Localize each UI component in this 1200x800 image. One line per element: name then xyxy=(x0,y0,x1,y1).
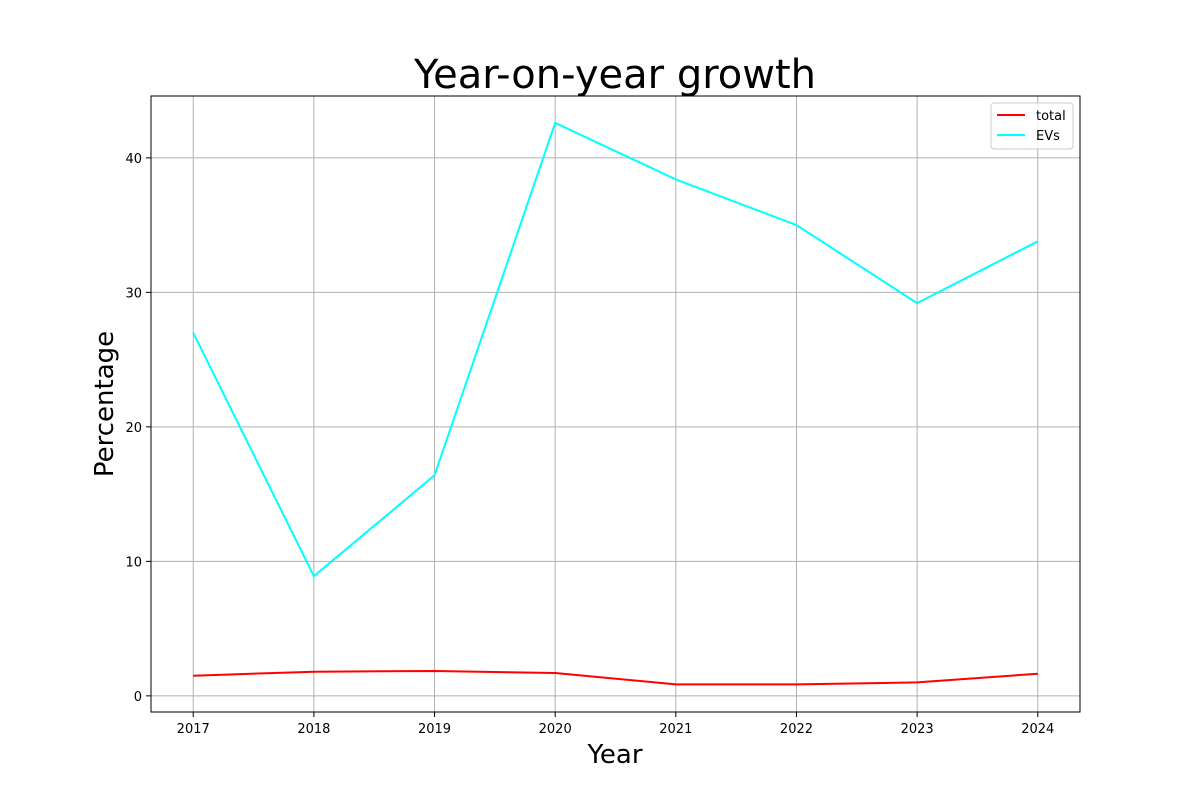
y-axis-ticks: 0 10 20 30 40 xyxy=(125,152,151,705)
y-tick-label: 30 xyxy=(125,286,142,301)
series-line-evs xyxy=(192,121,1039,578)
series-lines xyxy=(192,121,1039,686)
grid xyxy=(151,96,1080,712)
y-tick-label: 0 xyxy=(134,690,142,705)
legend-entries: total EVs xyxy=(997,109,1066,144)
x-tick-label: 2024 xyxy=(1021,722,1054,737)
legend: total EVs xyxy=(990,102,1074,150)
legend-label-total: total xyxy=(1036,109,1066,124)
y-tick-label: 20 xyxy=(125,421,142,436)
x-tick-label: 2023 xyxy=(901,722,934,737)
plot-area-frame xyxy=(150,95,1081,713)
legend-label-evs: EVs xyxy=(1036,129,1060,144)
x-axis-label: Year xyxy=(586,740,642,770)
x-axis-ticks: 2017 2018 2019 2020 2021 2022 2023 2024 xyxy=(177,712,1054,737)
chart-title: Year-on-year growth xyxy=(413,52,816,98)
x-tick-label: 2018 xyxy=(297,722,330,737)
series-line-total xyxy=(193,670,1038,686)
x-tick-label: 2022 xyxy=(780,722,813,737)
x-tick-label: 2019 xyxy=(418,722,451,737)
x-tick-label: 2020 xyxy=(539,722,572,737)
x-tick-label: 2017 xyxy=(177,722,210,737)
y-tick-label: 40 xyxy=(125,152,142,167)
x-tick-label: 2021 xyxy=(659,722,692,737)
y-tick-label: 10 xyxy=(125,555,142,570)
y-axis-label: Percentage xyxy=(90,331,120,477)
